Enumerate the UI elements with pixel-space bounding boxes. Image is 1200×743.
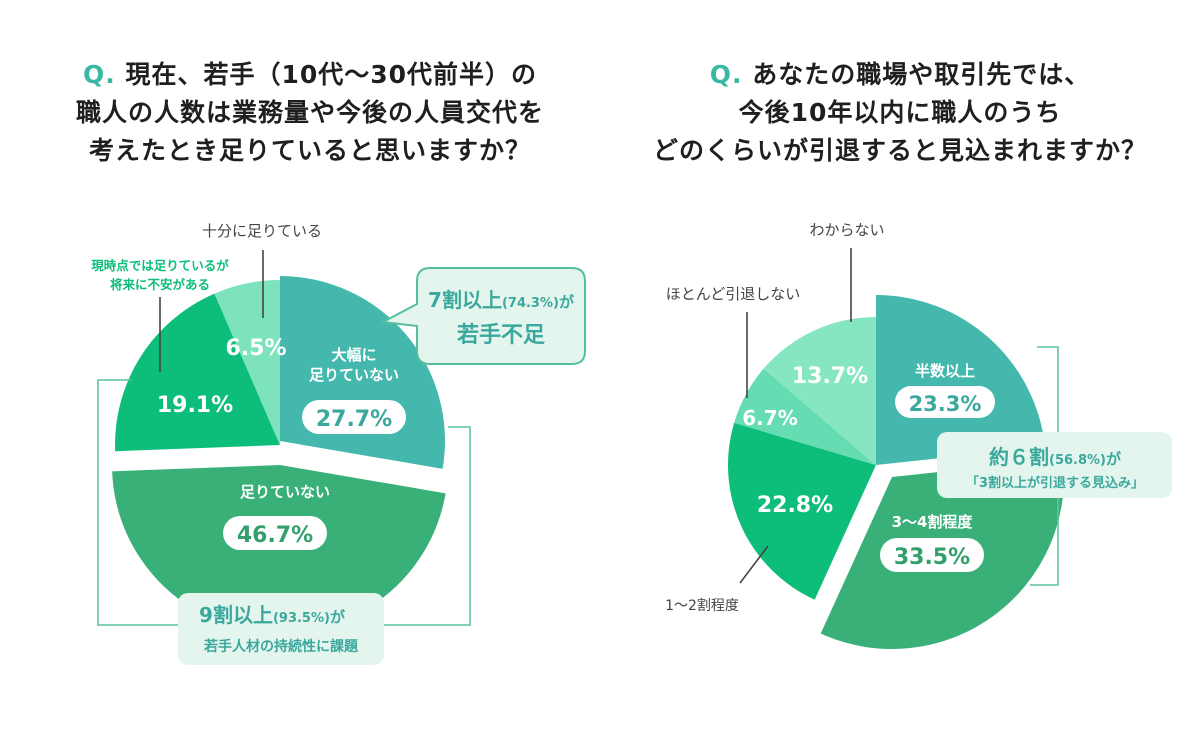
chart2-callout-main: 約６割(56.8%)が [989, 445, 1122, 469]
chart1-callout2-pct: (93.5%) [273, 611, 330, 626]
chart1-title-line3: 考えたとき足りていると思いますか？ [88, 136, 531, 165]
chart1-bracket-left [97, 379, 180, 626]
chart1-outside-label-1-line2: 将来に不安がある [110, 277, 210, 292]
chart2-slice-3 [734, 368, 876, 465]
chart1-callout-pct: (74.3%) [502, 296, 559, 311]
chart2-title-line3: どのくらいが引退すると見込まれますか？ [652, 136, 1147, 165]
chart2-outside-label-0: わからない [809, 221, 884, 239]
chart1-callout2-sub: 若手人材の持続性に課題 [203, 638, 359, 655]
chart1-callout-bubble [379, 267, 586, 365]
chart2-outside-label-2: 1〜2割程度 [665, 597, 739, 614]
chart2-callout-sub: 「3割以上が引退する見込み」 [966, 475, 1144, 491]
chart1-slice-1-value-pill [223, 516, 327, 550]
chart1-callout-sub: 若手不足 [457, 322, 545, 348]
chart1-callout2-suffix: が [330, 608, 346, 626]
chart2-slice-1-value-pill [880, 538, 984, 572]
chart2-slice-0-label: 半数以上 [915, 362, 975, 380]
chart2-slice-1-label: 3〜4割程度 [892, 513, 974, 531]
chart2-callout-main-text: 約６割 [989, 445, 1049, 469]
chart2-outside-label-1: ほとんど引退しない [666, 285, 801, 303]
chart2-slice-0-value-pill [895, 386, 995, 418]
chart2-slice-0 [876, 295, 1046, 465]
chart1-title-line1: 現在、若手（10代〜30代前半）の [125, 60, 538, 89]
chart1-slice-3 [214, 280, 280, 445]
chart1-title: Q. 現在、若手（10代〜30代前半）の 職人の人数は業務量や今後の人員交代を … [40, 56, 580, 170]
chart1-callout2-box [178, 593, 384, 665]
chart1-title-line2: 職人の人数は業務量や今後の人員交代を [75, 98, 544, 127]
chart1-outside-label-1-line1: 現時点では足りているが [91, 258, 229, 273]
chart2-slice-3-value: 6.7% [742, 406, 797, 430]
chart1-outside-label-0: 十分に足りている [202, 222, 322, 240]
chart2-callout-pct: (56.8%) [1049, 453, 1106, 468]
chart2-title-line2: 今後10年以内に職人のうち [738, 98, 1062, 127]
chart2-slice-1-value: 33.5% [894, 545, 970, 570]
chart1-slice-1-label: 足りていない [240, 483, 330, 501]
chart2-slice-2 [728, 422, 876, 600]
chart2-title-line1: あなたの職場や取引先では、 [752, 60, 1091, 89]
chart1-callout-suffix: が [559, 293, 575, 311]
chart1-bracket-right [380, 426, 471, 626]
chart2-leader-2 [739, 545, 769, 584]
chart2-slice-4 [763, 317, 876, 465]
chart2-callout-box [937, 432, 1172, 498]
chart1-slice-3-value: 6.5% [225, 336, 286, 361]
chart2-callout-suffix: が [1106, 450, 1122, 468]
chart1-slice-0-label-line1: 大幅に [331, 346, 376, 364]
chart1-slice-1-value: 46.7% [237, 523, 313, 548]
chart2-slice-0-value: 23.3% [909, 392, 982, 416]
chart2-title: Q. あなたの職場や取引先では、 今後10年以内に職人のうち どのくらいが引退す… [610, 56, 1190, 170]
chart1-slice-0-value-pill [302, 400, 406, 434]
chart2-title-prefix: Q. [709, 60, 743, 89]
chart1-slice-0-value: 27.7% [316, 407, 392, 432]
chart1-callout-main-text: 7割以上 [428, 288, 502, 312]
chart1-callout-main: 7割以上(74.3%)が [428, 288, 575, 312]
chart1-slice-0-label-line2: 足りていない [309, 366, 399, 384]
chart2-slice-4-value: 13.7% [792, 364, 868, 389]
chart1-callout2-main: 9割以上(93.5%)が [199, 603, 346, 627]
chart2-slice-2-value: 22.8% [757, 493, 833, 518]
chart1-slice-2 [114, 293, 280, 452]
chart1-title-prefix: Q. [82, 60, 116, 89]
chart1-callout2-main-text: 9割以上 [199, 603, 273, 627]
chart1-slice-2-value: 19.1% [157, 393, 233, 418]
